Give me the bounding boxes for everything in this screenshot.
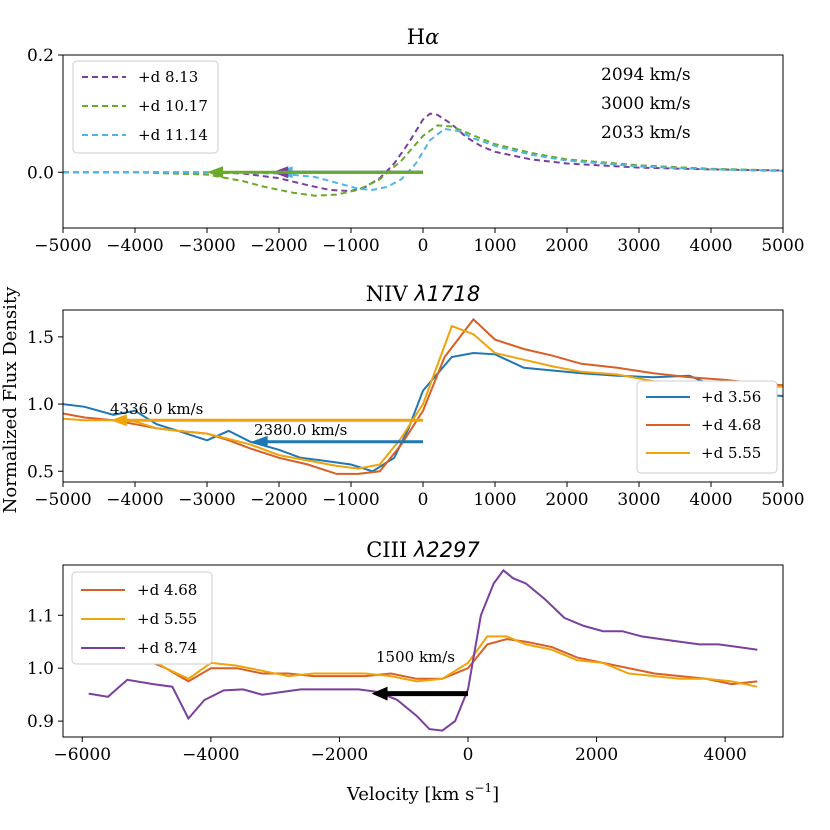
series-line-1 xyxy=(88,638,758,686)
panel-niv: NIV λ1718 −5000 −4000 −3000 −2000 −1000 0 1000… xyxy=(27,282,805,510)
arrow-head-3 xyxy=(207,166,223,179)
legend-label-2: +d 4.68 xyxy=(701,416,761,434)
y-tick-label: 0.9 xyxy=(27,712,54,732)
y-tick-label: 0.0 xyxy=(27,163,54,183)
y-tick-label: 0.2 xyxy=(27,46,54,66)
series-line-3 xyxy=(63,324,783,470)
panel-title: Hα xyxy=(407,25,440,49)
x-ticks: −6000 −4000 −2000 0 2000 4000 xyxy=(54,737,747,765)
series-layer xyxy=(63,112,783,197)
x-tick-label: 3000 xyxy=(617,236,660,256)
x-ticks: −5000 −4000 −3000 −2000 −1000 0 1000 2000 3000 40… xyxy=(34,482,805,510)
legend-box xyxy=(72,60,219,154)
x-tick-label: −3000 xyxy=(178,490,236,510)
legend-label-3: +d 11.14 xyxy=(138,126,208,144)
x-tick-label: −1000 xyxy=(322,236,380,256)
x-tick-label: 4000 xyxy=(689,236,732,256)
x-tick-label: 3000 xyxy=(617,490,660,510)
series-line-3 xyxy=(63,127,783,191)
x-tick-label: 5000 xyxy=(761,236,804,256)
x-tick-label: 0 xyxy=(418,236,429,256)
x-tick-label: −4000 xyxy=(106,236,164,256)
arrow-layer xyxy=(207,166,423,179)
legend-label-1: +d 4.68 xyxy=(137,581,197,599)
y-tick-label: 1.5 xyxy=(27,328,54,348)
series-line-1 xyxy=(63,112,783,193)
x-tick-label: −6000 xyxy=(54,745,112,765)
arrow-head-1 xyxy=(371,686,388,701)
y-ticks: 0.0 0.2 xyxy=(27,46,63,183)
x-ticks: −5000 −4000 −3000 −2000 −1000 0 1000 2000 3000 40… xyxy=(34,228,805,256)
y-ticks: 0.5 1.0 1.5 xyxy=(27,328,63,482)
arrow-head-1 xyxy=(110,414,127,427)
x-tick-label: −1000 xyxy=(322,490,380,510)
x-tick-label: 5000 xyxy=(761,490,804,510)
x-tick-label: 0 xyxy=(418,490,429,510)
y-tick-label: 1.0 xyxy=(27,659,54,679)
x-tick-label: −5000 xyxy=(34,236,92,256)
x-tick-label: 4000 xyxy=(704,745,747,765)
y-tick-label: 1.1 xyxy=(27,606,54,626)
x-tick-label: 2000 xyxy=(575,745,618,765)
arrow-layer xyxy=(371,686,468,701)
y-tick-label: 1.0 xyxy=(27,395,54,415)
arrow-label-1: 1500 km/s xyxy=(376,648,455,666)
legend-box xyxy=(71,571,213,665)
series-layer xyxy=(88,568,758,732)
series-line-3 xyxy=(88,568,758,732)
x-axis-label: Velocity [km s−1] xyxy=(346,781,499,805)
x-tick-label: 2000 xyxy=(545,490,588,510)
arrow-head-2 xyxy=(251,435,268,448)
x-tick-label: −3000 xyxy=(178,236,236,256)
y-tick-label: 0.5 xyxy=(27,462,54,482)
x-tick-label: 1000 xyxy=(473,236,516,256)
velocity-label-3: 2033 km/s xyxy=(601,123,691,143)
x-tick-label: −4000 xyxy=(106,490,164,510)
arrow-layer xyxy=(110,414,423,448)
panel-title: NIV λ1718 xyxy=(366,282,480,306)
series-line-2 xyxy=(63,124,783,197)
x-tick-label: −4000 xyxy=(182,745,240,765)
x-tick-label: −2000 xyxy=(250,490,308,510)
x-tick-label: 2000 xyxy=(545,236,588,256)
velocity-label-1: 2094 km/s xyxy=(601,65,691,85)
plot-frame xyxy=(62,564,784,738)
x-tick-label: 1000 xyxy=(473,490,516,510)
legend-label-3: +d 5.55 xyxy=(701,444,761,462)
panel-halpha: Hα −5000 −4000 −3000 −2000 −1000 0 1000 2000 300… xyxy=(27,25,805,256)
arrow-label-1: 4336.0 km/s xyxy=(110,400,203,418)
velocity-label-2: 3000 km/s xyxy=(601,94,691,114)
x-tick-label: 0 xyxy=(463,745,474,765)
legend: +d 8.13 +d 10.17 +d 11.14 xyxy=(72,60,219,154)
legend-label-2: +d 10.17 xyxy=(138,97,208,115)
series-line-2 xyxy=(88,635,758,688)
legend: +d 3.56 +d 4.68 +d 5.55 xyxy=(636,380,778,474)
y-axis-label: Normalized Flux Density xyxy=(0,286,21,514)
legend-label-1: +d 8.13 xyxy=(138,68,198,86)
legend: +d 4.68 +d 5.55 +d 8.74 xyxy=(71,571,213,665)
panel-title: CIII λ2297 xyxy=(366,538,480,562)
legend-box xyxy=(636,380,778,474)
legend-label-1: +d 3.56 xyxy=(701,388,761,406)
y-ticks: 0.9 1.0 1.1 xyxy=(27,606,63,732)
x-tick-label: −5000 xyxy=(34,490,92,510)
x-tick-label: −2000 xyxy=(311,745,369,765)
series-layer xyxy=(63,317,783,475)
panel-ciii: CIII λ2297 −6000 −4000 −2000 0 2000 4000 0.9 1… xyxy=(27,538,784,805)
legend-label-3: +d 8.74 xyxy=(137,639,197,657)
legend-label-2: +d 5.55 xyxy=(137,610,197,628)
arrow-label-2: 2380.0 km/s xyxy=(254,421,347,439)
x-tick-label: 4000 xyxy=(689,490,732,510)
x-tick-label: −2000 xyxy=(250,236,308,256)
